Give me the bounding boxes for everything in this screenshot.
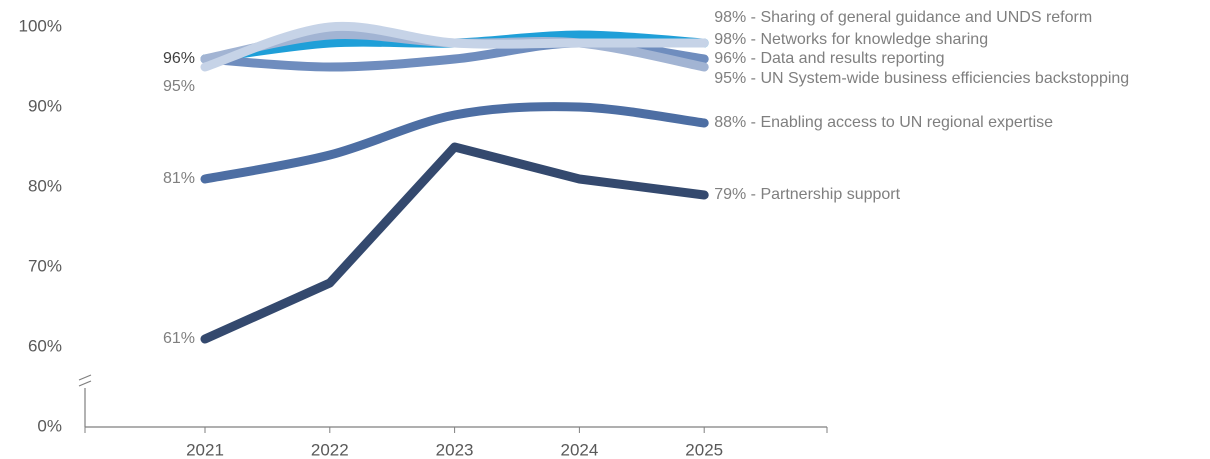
value-label: 95% [163,78,195,95]
end-label: 95% - UN System-wide business efficienci… [714,70,1129,87]
axis-break [78,374,92,381]
x-tick-label: 2021 [186,440,224,459]
label-separator: - [746,70,760,87]
legend-label: Sharing of general guidance and UNDS ref… [760,9,1092,26]
label-separator: - [746,9,760,26]
label-separator: - [746,186,760,203]
x-tick-label: 2023 [436,440,474,459]
value-label: 81% [163,170,195,187]
label-separator: - [746,31,760,48]
label-separator: - [746,50,760,67]
end-label: 88% - Enabling access to UN regional exp… [714,114,1053,131]
legend-label: Data and results reporting [760,50,944,67]
value-label: 95% [714,70,746,87]
axis-break [78,380,92,387]
x-tick-label: 2022 [311,440,349,459]
end-label: 98% - Networks for knowledge sharing [714,31,988,48]
end-label: 79% - Partnership support [714,186,900,203]
value-label: 98% [714,9,746,26]
value-label: 96% [714,50,746,67]
y-tick-label: 100% [19,16,62,35]
y-tick-label: 0% [37,416,62,435]
legend-label: Networks for knowledge sharing [760,31,988,48]
x-tick-label: 2024 [560,440,598,459]
series-line [200,102,709,184]
y-tick-label: 90% [28,96,62,115]
y-tick-label: 70% [28,256,62,275]
series-line [200,142,709,344]
legend-label: UN System-wide business efficiencies bac… [760,70,1129,87]
legend-label: Enabling access to UN regional expertise [760,114,1053,131]
value-label: 96% [163,50,195,67]
end-label: 96% - Data and results reporting [714,50,944,67]
legend-label: Partnership support [760,186,900,203]
value-label: 88% [714,114,746,131]
y-tick-label: 60% [28,336,62,355]
value-label: 79% [714,186,746,203]
value-label: 98% [714,31,746,48]
y-tick-label: 80% [28,176,62,195]
end-label: 98% - Sharing of general guidance and UN… [714,9,1092,26]
label-separator: - [746,114,760,131]
series-line [200,21,709,72]
value-label: 61% [163,330,195,347]
x-tick-label: 2025 [685,440,723,459]
